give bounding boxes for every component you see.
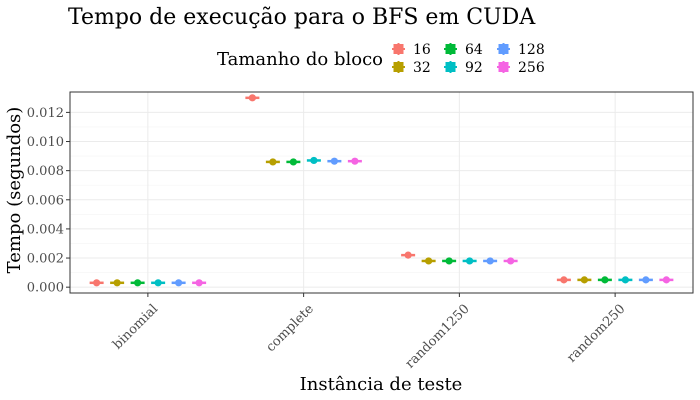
data-point [560,276,568,284]
legend-key [445,44,456,54]
legend-item-92: 92 [444,60,483,76]
data-point [425,257,433,265]
y-axis-title: Tempo (segundos) [4,107,25,274]
data-point [289,158,297,166]
data-point [507,257,515,265]
series-128 [171,157,653,287]
y-tick-label: 0.012 [27,106,64,121]
data-point [154,279,162,287]
series-92 [151,156,633,287]
y-tick-label: 0.002 [27,252,64,267]
series-32 [110,158,592,287]
y-tick-label: 0.000 [27,281,64,296]
y-tick-label: 0.006 [27,193,64,208]
x-axis: binomial complete random1250 random250 [110,293,628,372]
x-tick-label: complete [263,301,317,355]
legend-item-64: 64 [444,42,483,58]
legend-label: 64 [465,42,483,58]
data-point [248,94,256,102]
y-tick-label: 0.008 [27,164,64,179]
data-point [580,276,588,284]
legend-key [498,62,509,72]
plot-panel [69,91,694,294]
series-16 [89,94,571,287]
legend-key [393,44,404,54]
data-point [113,279,121,287]
y-tick-label: 0.004 [27,222,64,237]
legend-key [393,62,404,72]
data-point [310,156,318,165]
data-point [93,279,101,287]
x-tick-label: random1250 [403,302,473,372]
series-256 [192,157,674,287]
legend-title: Tamanho do bloco [217,49,383,70]
series-64 [130,158,612,287]
legend-label: 32 [413,60,431,76]
data-point [351,157,359,165]
data-point [134,279,142,287]
legend-label: 128 [518,42,545,58]
data-point [404,251,412,259]
chart-title: Tempo de execução para o BFS em CUDA [68,5,536,30]
data-point [269,158,277,166]
legend-item-128: 128 [497,42,545,58]
legend-key [445,62,456,72]
x-axis-title: Instância de teste [300,374,463,395]
y-tick-label: 0.010 [27,135,64,150]
legend-item-32: 32 [392,60,431,76]
x-tick-label: binomial [110,302,161,353]
legend-label: 256 [518,60,545,76]
legend: Tamanho do bloco 16 32 64 92 128 256 [217,42,545,76]
data-point [195,279,203,287]
data-point [662,276,670,284]
data-point [466,257,474,265]
data-point [642,276,650,284]
y-axis: 0.000 0.002 0.004 0.006 0.008 0.010 0.012 [27,106,70,296]
data-point [445,257,453,265]
data-point [330,157,338,165]
data-point [175,279,183,287]
legend-key [498,44,509,54]
legend-label: 92 [465,60,483,76]
data-point [621,276,629,284]
legend-item-16: 16 [392,42,431,58]
x-tick-label: random250 [564,302,628,366]
data-point [486,257,494,265]
legend-label: 16 [413,42,431,58]
legend-item-256: 256 [497,60,545,76]
data-point [601,276,609,284]
